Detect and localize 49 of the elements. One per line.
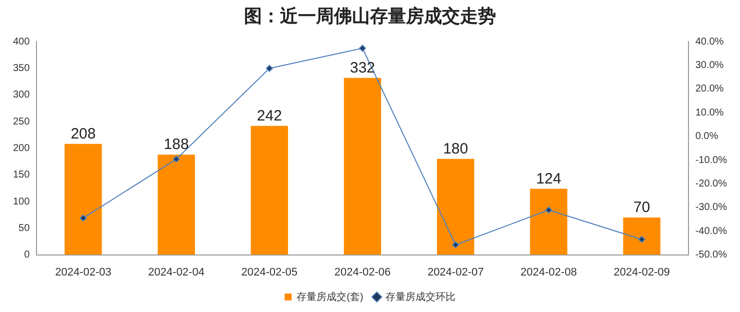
data-label: 188 — [164, 136, 189, 154]
y2-tick-label: -40.0% — [695, 226, 728, 237]
point — [266, 64, 273, 72]
x-tick-label: 2024-02-04 — [148, 266, 204, 278]
point — [172, 156, 180, 163]
y2-tick-label: 10.0% — [695, 107, 724, 118]
point — [638, 236, 646, 243]
y2-tick-label: -10.0% — [695, 154, 728, 166]
x-tick-label: 2024-02-07 — [427, 266, 484, 278]
y-tick-label: 0 — [24, 250, 30, 261]
x-tick-label: 2024-02-09 — [614, 266, 670, 278]
y-tick-label: 200 — [12, 142, 30, 154]
point — [452, 241, 460, 248]
y2-tick-label: -20.0% — [695, 178, 728, 190]
bar — [344, 78, 382, 255]
y2-tick-label: -30.0% — [695, 202, 728, 214]
x-tick-label: 2024-02-08 — [520, 266, 577, 278]
y2-tick-label: 20.0% — [695, 84, 724, 95]
y-tick-label: 350 — [12, 63, 30, 74]
legend-label: 存量房成交环比 — [385, 290, 456, 303]
y2-tick-label: 0.0% — [695, 131, 718, 142]
data-label: 208 — [70, 126, 96, 143]
chart-title: 图：近一周佛山存量房成交走势 — [244, 6, 496, 26]
y-tick-label: 150 — [12, 170, 30, 181]
point — [545, 206, 552, 214]
y2-tick-label: 30.0% — [695, 60, 724, 72]
x-tick-label: 2024-02-03 — [55, 266, 112, 278]
bar — [436, 158, 474, 255]
y-tick-label: 50 — [18, 222, 30, 234]
y-tick-label: 250 — [12, 116, 30, 128]
y-tick-label: 300 — [12, 90, 30, 101]
data-label: 242 — [256, 107, 282, 124]
y2-tick-label: -50.0% — [695, 250, 728, 261]
point — [80, 214, 87, 222]
y-tick-label: 100 — [12, 196, 30, 208]
bar — [64, 144, 102, 255]
data-label: 180 — [443, 140, 468, 158]
y-tick-label: 400 — [12, 36, 30, 48]
x-tick-label: 2024-02-06 — [334, 266, 391, 278]
bar — [158, 154, 195, 255]
legend-label: 存量房成交(套) — [296, 290, 364, 303]
bar — [623, 217, 660, 255]
data-label: 124 — [536, 170, 562, 188]
x-tick-label: 2024-02-05 — [241, 266, 298, 278]
point — [359, 44, 366, 52]
data-label: 70 — [633, 199, 650, 216]
bar — [250, 126, 288, 255]
bar — [530, 188, 568, 255]
y2-tick-label: 40.0% — [695, 36, 724, 48]
